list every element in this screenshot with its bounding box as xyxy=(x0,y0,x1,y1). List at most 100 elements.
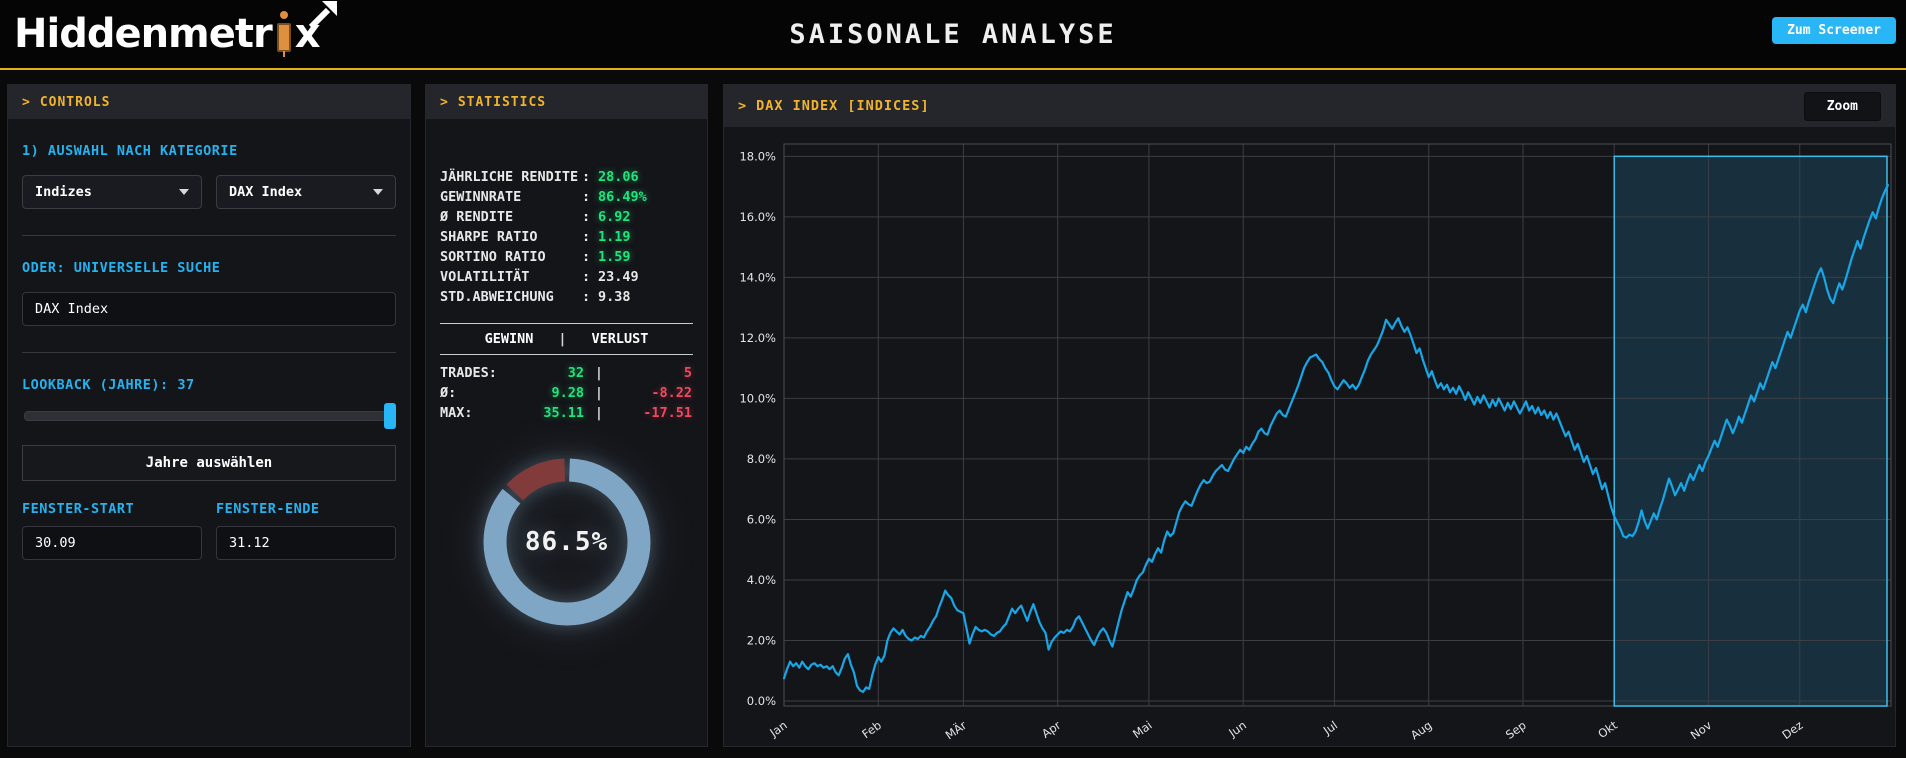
x-axis-tick-label: Apr xyxy=(1039,718,1064,741)
column-separator: | xyxy=(594,365,604,381)
metric-value: 28.06 xyxy=(598,169,639,185)
metric-label: STD.ABWEICHUNG xyxy=(440,289,554,305)
win-loss-row: MAX: 35.11 | -17.51 xyxy=(440,403,693,423)
highlight-band xyxy=(1614,156,1887,706)
instrument-select-value: DAX Index xyxy=(229,184,303,200)
metric-colon: : xyxy=(582,189,591,205)
x-axis-tick-label: Aug xyxy=(1408,718,1434,742)
page-title: SAISONALE ANALYSE xyxy=(789,18,1117,50)
metric-label: SORTINO RATIO xyxy=(440,249,546,265)
prompt-icon: > xyxy=(440,94,449,110)
metric-colon: : xyxy=(582,269,591,285)
category-section-label: 1) AUSWAHL NACH KATEGORIE xyxy=(22,143,238,159)
window-end-group: FENSTER-ENDE xyxy=(216,501,396,560)
column-separator: | xyxy=(594,405,604,421)
y-axis-tick-label: 18.0% xyxy=(739,149,776,163)
metric-row: Ø RENDITE:6.92 xyxy=(440,207,693,227)
window-end-input[interactable] xyxy=(216,526,396,560)
zoom-button[interactable]: Zoom xyxy=(1803,91,1881,121)
chart-panel-header: > DAX INDEX [INDICES] Zoom xyxy=(724,85,1895,127)
win-loss-row-label: TRADES: xyxy=(440,365,497,381)
win-loss-row: Ø: 9.28 | -8.22 xyxy=(440,383,693,403)
chart-panel-title: DAX INDEX [INDICES] xyxy=(756,98,930,114)
metric-label: JÄHRLICHE RENDITE xyxy=(440,169,579,185)
column-separator: | xyxy=(558,331,567,347)
lookback-slider[interactable] xyxy=(24,403,396,429)
metric-value: 6.92 xyxy=(598,209,631,225)
window-start-input[interactable] xyxy=(22,526,202,560)
loss-header: VERLUST xyxy=(591,331,649,347)
y-axis-tick-label: 14.0% xyxy=(739,270,776,284)
top-header-bar: Hiddenmetr x SAISONALE ANALYSE Zum Scree… xyxy=(0,0,1906,70)
metric-value: 9.38 xyxy=(598,289,631,305)
category-select-value: Indizes xyxy=(35,184,92,200)
donut-svg xyxy=(483,458,650,626)
chevron-down-icon xyxy=(179,189,189,195)
lookback-value: 37 xyxy=(177,377,195,393)
search-section-label: ODER: UNIVERSELLE SUCHE xyxy=(22,260,221,276)
x-axis-tick-label: Sep xyxy=(1503,718,1529,742)
y-axis-tick-label: 10.0% xyxy=(739,391,776,405)
select-years-button[interactable]: Jahre auswählen xyxy=(22,445,396,481)
win-header: GEWINN xyxy=(484,331,534,347)
win-loss-header: GEWINN | VERLUST xyxy=(440,324,693,355)
metric-value: 23.49 xyxy=(598,269,639,285)
x-axis-tick-label: Jul xyxy=(1320,718,1340,738)
metric-colon: : xyxy=(582,169,591,185)
y-axis-tick-label: 16.0% xyxy=(739,210,776,224)
metric-label: GEWINNRATE xyxy=(440,189,522,205)
x-axis-tick-label: MÄr xyxy=(942,717,969,742)
win-loss-rows: TRADES: 32 | 5 Ø: 9.28 | -8.22 MAX: 35.11 | -17.51 xyxy=(440,355,693,423)
metric-value: 1.59 xyxy=(598,249,631,265)
donut-win-arc xyxy=(483,458,650,626)
instrument-select[interactable]: DAX Index xyxy=(216,175,396,209)
category-select[interactable]: Indizes xyxy=(22,175,202,209)
window-end-label: FENSTER-ENDE xyxy=(216,501,320,517)
screener-button[interactable]: Zum Screener xyxy=(1772,17,1896,44)
highlight-band-border xyxy=(1613,155,1888,707)
slider-thumb[interactable] xyxy=(384,403,396,429)
metric-colon: : xyxy=(582,209,591,225)
prompt-icon: > xyxy=(738,98,748,114)
controls-panel: > CONTROLS 1) AUSWAHL NACH KATEGORIE Ind… xyxy=(7,84,411,747)
win-value: 9.28 xyxy=(551,385,584,401)
brand-text-suffix: x xyxy=(295,1,337,54)
arrow-up-right-icon xyxy=(308,1,337,30)
x-axis-tick-label: Okt xyxy=(1595,718,1620,741)
x-axis-tick-label: Nov xyxy=(1688,718,1715,742)
metric-colon: : xyxy=(582,229,591,245)
win-value: 35.11 xyxy=(543,405,584,421)
win-loss-row-label: MAX: xyxy=(440,405,473,421)
win-loss-row: TRADES: 32 | 5 xyxy=(440,363,693,383)
statistics-panel-body: JÄHRLICHE RENDITE:28.06 GEWINNRATE:86.49%… xyxy=(426,119,707,655)
category-select-row: Indizes DAX Index xyxy=(22,175,396,209)
x-axis-tick-label: Dez xyxy=(1779,718,1805,742)
controls-panel-title: CONTROLS xyxy=(39,94,111,110)
metric-row: SHARPE RATIO:1.19 xyxy=(440,227,693,247)
metric-value: 86.49% xyxy=(598,189,647,205)
universal-search-input[interactable] xyxy=(22,292,396,326)
prompt-icon: > xyxy=(22,94,31,110)
win-loss-row-label: Ø: xyxy=(440,385,457,401)
plot-frame xyxy=(783,143,1892,707)
metric-label: Ø RENDITE xyxy=(440,209,514,225)
metric-value: 1.19 xyxy=(598,229,631,245)
loss-value: -17.51 xyxy=(643,405,692,421)
metric-row: JÄHRLICHE RENDITE:28.06 xyxy=(440,167,693,187)
seasonal-price-line xyxy=(782,183,1890,694)
divider xyxy=(22,352,396,353)
y-axis-tick-label: 12.0% xyxy=(739,331,776,345)
win-rate-donut-chart: 86.5% xyxy=(472,447,662,637)
y-axis-tick-label: 8.0% xyxy=(747,452,776,466)
x-axis-tick-label: Jun xyxy=(1225,718,1249,740)
win-value: 32 xyxy=(567,365,584,381)
y-axis-tick-label: 6.0% xyxy=(747,512,776,526)
controls-panel-body: 1) AUSWAHL NACH KATEGORIE Indizes DAX In… xyxy=(8,119,410,578)
window-start-group: FENSTER-START xyxy=(22,501,202,560)
statistics-panel: > STATISTICS JÄHRLICHE RENDITE:28.06 GEWI… xyxy=(425,84,708,747)
y-axis-tick-label: 2.0% xyxy=(747,633,776,647)
x-axis-tick-label: Jan xyxy=(766,718,789,740)
window-start-label: FENSTER-START xyxy=(22,501,135,517)
x-axis-tick-label: Feb xyxy=(859,718,884,741)
metric-label: SHARPE RATIO xyxy=(440,229,538,245)
